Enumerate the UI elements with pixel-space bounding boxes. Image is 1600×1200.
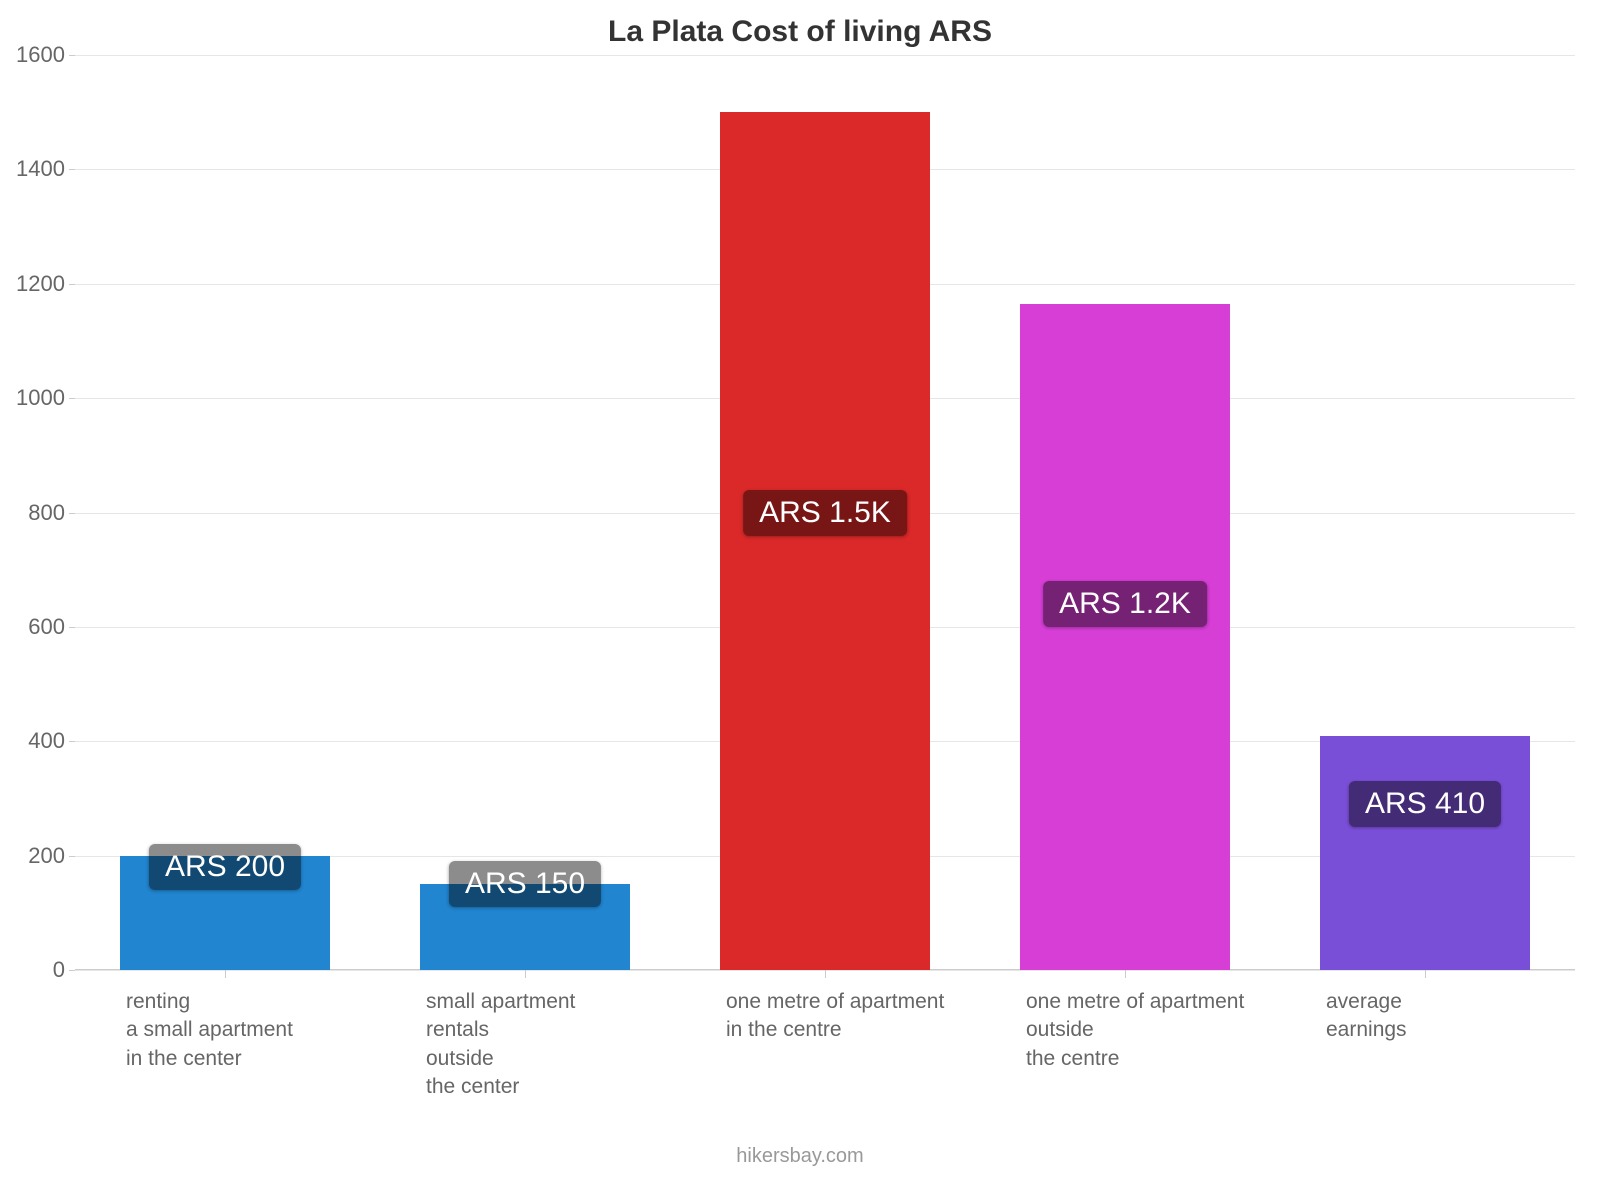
chart-footer: hikersbay.com: [0, 1145, 1600, 1168]
y-axis-label: 1000: [16, 385, 75, 411]
category-label: renting a small apartment in the center: [126, 988, 426, 1073]
value-label: ARS 150: [449, 861, 601, 907]
x-tick: [1125, 970, 1126, 978]
y-tick: [69, 856, 75, 857]
value-label: ARS 1.5K: [743, 490, 907, 536]
y-axis-label: 1600: [16, 42, 75, 68]
category-label: small apartment rentals outside the cent…: [426, 988, 726, 1101]
y-axis-label: 1400: [16, 156, 75, 182]
grid-line: [75, 55, 1575, 56]
y-tick: [69, 970, 75, 971]
bar: [1020, 304, 1230, 970]
y-tick: [69, 513, 75, 514]
x-tick: [225, 970, 226, 978]
value-label: ARS 410: [1349, 781, 1501, 827]
x-tick: [825, 970, 826, 978]
bar: [720, 112, 930, 970]
y-tick: [69, 627, 75, 628]
plot-area: 02004006008001000120014001600ARS 200rent…: [75, 55, 1575, 970]
category-label: one metre of apartment in the centre: [726, 988, 1026, 1045]
y-tick: [69, 398, 75, 399]
bar: [1320, 736, 1530, 970]
cost-of-living-chart: La Plata Cost of living ARS 020040060080…: [0, 0, 1600, 1200]
y-tick: [69, 741, 75, 742]
y-axis-label: 1200: [16, 271, 75, 297]
value-label: ARS 1.2K: [1043, 581, 1207, 627]
y-axis-label: 400: [28, 728, 75, 754]
y-tick: [69, 284, 75, 285]
y-tick: [69, 55, 75, 56]
chart-title: La Plata Cost of living ARS: [0, 15, 1600, 49]
y-tick: [69, 169, 75, 170]
y-axis-label: 200: [28, 843, 75, 869]
y-axis-label: 600: [28, 614, 75, 640]
category-label: one metre of apartment outside the centr…: [1026, 988, 1326, 1073]
x-tick: [525, 970, 526, 978]
category-label: average earnings: [1326, 988, 1600, 1045]
value-label: ARS 200: [149, 844, 301, 890]
y-axis-label: 800: [28, 500, 75, 526]
x-tick: [1425, 970, 1426, 978]
